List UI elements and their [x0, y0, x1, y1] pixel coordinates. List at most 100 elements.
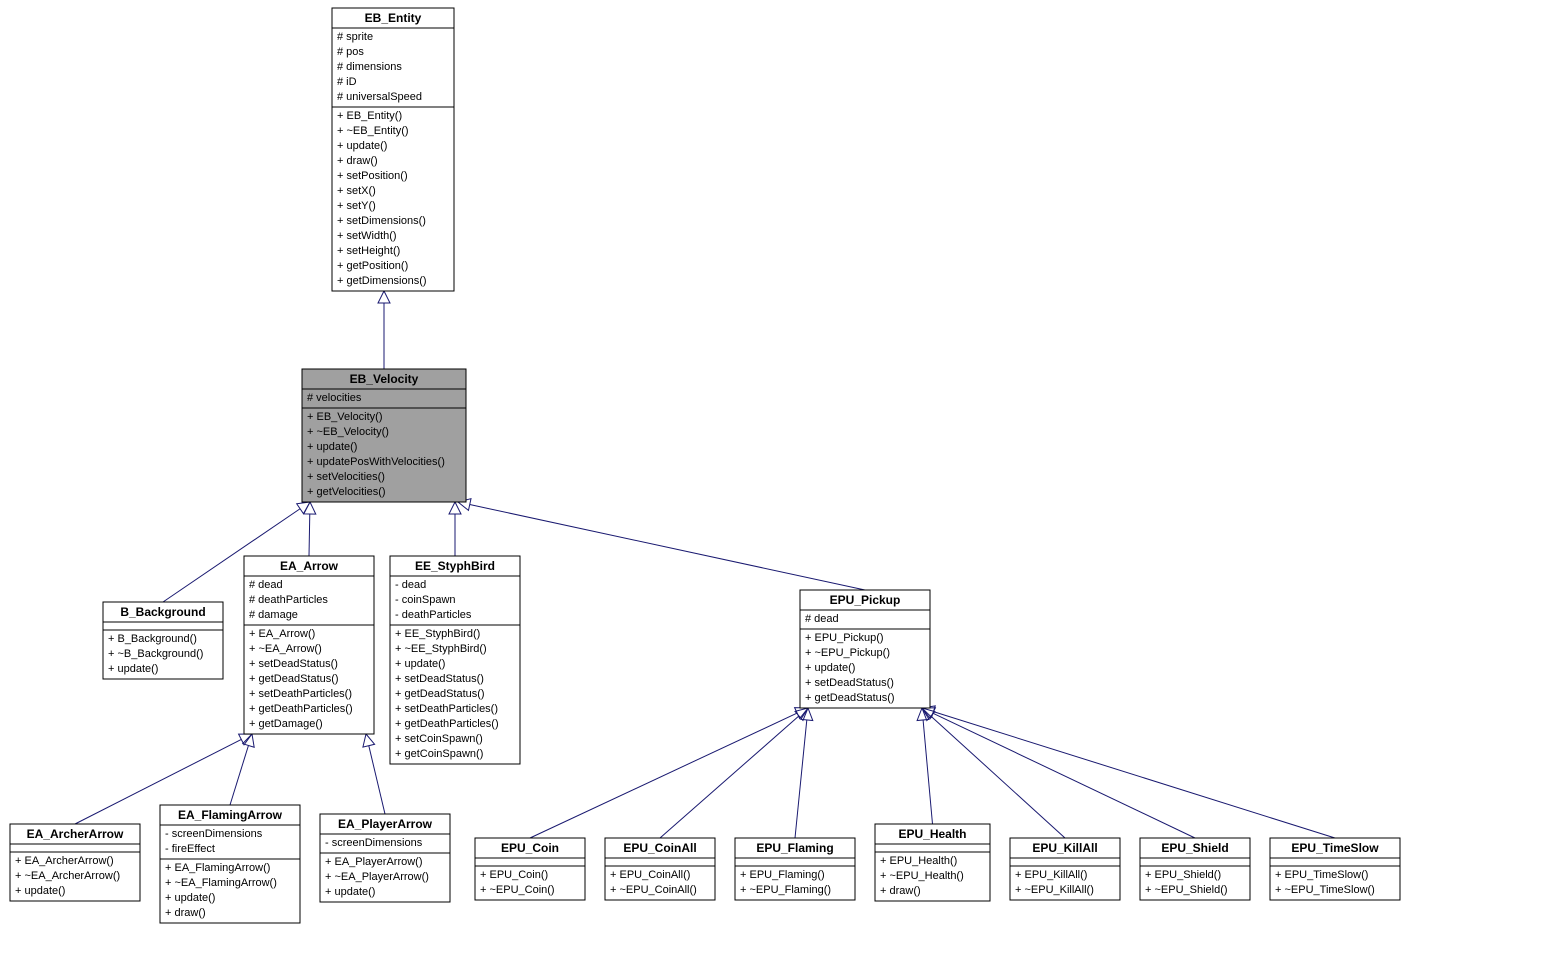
class-member: + getDimensions() [337, 275, 427, 287]
class-member: + getDeadStatus() [395, 688, 485, 700]
class-member: + EPU_CoinAll() [610, 869, 690, 881]
class-member: - fireEffect [165, 843, 215, 855]
class-title: EA_ArcherArrow [27, 827, 124, 841]
class-member: + EB_Velocity() [307, 411, 383, 423]
class-member: + EPU_KillAll() [1015, 869, 1087, 881]
class-member: + setDeadStatus() [395, 673, 484, 685]
class-title: EA_Arrow [280, 559, 339, 573]
class-member: + draw() [880, 885, 921, 897]
class-member: + updatePosWithVelocities() [307, 456, 445, 468]
class-member: + B_Background() [108, 633, 197, 645]
class-title: EB_Entity [365, 11, 422, 25]
class-member: + update() [805, 662, 855, 674]
uml-class-EE_StyphBird: EE_StyphBird- dead- coinSpawn- deathPart… [390, 556, 520, 764]
class-member: + setVelocities() [307, 471, 385, 483]
inheritance-edge [923, 720, 932, 824]
class-title: EA_FlamingArrow [178, 808, 283, 822]
class-member: # velocities [307, 392, 362, 404]
class-member: + setDeadStatus() [805, 677, 894, 689]
inheritance-edge [309, 514, 310, 556]
class-member: # deathParticles [249, 594, 328, 606]
class-member: + ~EPU_KillAll() [1015, 884, 1094, 896]
class-member: + EA_ArcherArrow() [15, 855, 114, 867]
uml-class-EPU_TimeSlow: EPU_TimeSlow+ EPU_TimeSlow()+ ~EPU_TimeS… [1270, 838, 1400, 900]
uml-class-diagram: EB_Entity# sprite# pos# dimensions# iD# … [0, 0, 1542, 963]
class-member: - coinSpawn [395, 594, 456, 606]
inheritance-arrowhead [449, 502, 461, 514]
inheritance-edge [470, 505, 865, 590]
class-member: + ~EPU_Flaming() [740, 884, 831, 896]
class-member: + update() [325, 886, 375, 898]
uml-class-EPU_Pickup: EPU_Pickup# dead+ EPU_Pickup()+ ~EPU_Pic… [800, 590, 930, 708]
class-member: # iD [337, 76, 357, 88]
class-member: + ~B_Background() [108, 648, 203, 660]
class-member: # pos [337, 46, 364, 58]
inheritance-edge [660, 716, 799, 838]
class-member: + EB_Entity() [337, 110, 402, 122]
class-title: EB_Velocity [350, 372, 419, 386]
class-member: + draw() [337, 155, 378, 167]
class-member: + EPU_Pickup() [805, 632, 884, 644]
uml-class-EPU_Flaming: EPU_Flaming+ EPU_Flaming()+ ~EPU_Flaming… [735, 838, 855, 900]
inheritance-edge [795, 720, 807, 838]
uml-class-EPU_Health: EPU_Health + EPU_Health() + ~EPU_Health() +… [875, 824, 990, 901]
class-member: + getCoinSpawn() [395, 748, 483, 760]
class-member: + setWidth() [337, 230, 397, 242]
class-member: + ~EPU_Health() [880, 870, 964, 882]
uml-class-EB_Velocity: EB_Velocity # velocities + EB_Velocity() + … [302, 369, 466, 502]
class-title: EA_PlayerArrow [338, 817, 433, 831]
class-member: + getPosition() [337, 260, 408, 272]
inheritance-edge [230, 745, 248, 805]
class-member: + ~EB_Velocity() [307, 426, 389, 438]
class-title: EPU_Health [898, 827, 966, 841]
inheritance-edge [933, 713, 1195, 838]
class-member: - screenDimensions [325, 837, 423, 849]
class-member: - deathParticles [395, 609, 472, 621]
inheritance-edge [530, 713, 797, 838]
class-title: EPU_Flaming [756, 841, 833, 855]
class-member: + getDeathParticles() [249, 703, 353, 715]
uml-class-EA_PlayerArrow: EA_PlayerArrow- screenDimensions+ EA_Pla… [320, 814, 450, 902]
class-member: # dimensions [337, 61, 402, 73]
inheritance-arrowhead [243, 734, 254, 747]
class-title: EPU_KillAll [1032, 841, 1097, 855]
class-member: + ~EA_PlayerArrow() [325, 871, 429, 883]
inheritance-edge [931, 716, 1065, 838]
class-member: + ~EPU_TimeSlow() [1275, 884, 1375, 896]
class-title: B_Background [120, 605, 205, 619]
class-member: + getVelocities() [307, 486, 386, 498]
class-member: + ~EB_Entity() [337, 125, 409, 137]
class-member: # universalSpeed [337, 91, 422, 103]
class-member: + ~EPU_CoinAll() [610, 884, 697, 896]
uml-class-EPU_Shield: EPU_Shield+ EPU_Shield()+ ~EPU_Shield() [1140, 838, 1250, 900]
class-member: # dead [805, 613, 839, 625]
class-member: + setPosition() [337, 170, 408, 182]
class-member: + update() [307, 441, 357, 453]
class-member: + draw() [165, 907, 206, 919]
class-member: + setDeadStatus() [249, 658, 338, 670]
class-member: + ~EPU_Coin() [480, 884, 555, 896]
class-member: + EA_Arrow() [249, 628, 315, 640]
class-member: + getDeathParticles() [395, 718, 499, 730]
class-member: + update() [337, 140, 387, 152]
class-member: + ~EA_Arrow() [249, 643, 322, 655]
class-member: + ~EA_ArcherArrow() [15, 870, 120, 882]
class-member: + getDamage() [249, 718, 323, 730]
class-member: + EPU_TimeSlow() [1275, 869, 1368, 881]
uml-class-B_Background: B_Background + B_Background() + ~B_Backgro… [103, 602, 223, 679]
class-member: - screenDimensions [165, 828, 263, 840]
class-member: - dead [395, 579, 426, 591]
class-title: EPU_CoinAll [623, 841, 696, 855]
class-member: + setDeathParticles() [395, 703, 498, 715]
class-member: # damage [249, 609, 298, 621]
class-member: + ~EPU_Pickup() [805, 647, 890, 659]
uml-class-EA_ArcherArrow: EA_ArcherArrow + EA_ArcherArrow() + ~EA_Ar… [10, 824, 140, 901]
class-member: + EPU_Health() [880, 855, 957, 867]
class-member: + setDeathParticles() [249, 688, 352, 700]
class-member: + EE_StyphBird() [395, 628, 480, 640]
class-member: + ~EPU_Shield() [1145, 884, 1228, 896]
class-member: + setY() [337, 200, 376, 212]
class-member: + EPU_Coin() [480, 869, 548, 881]
class-member: + EA_FlamingArrow() [165, 862, 270, 874]
uml-class-EPU_CoinAll: EPU_CoinAll + EPU_CoinAll() + ~EPU_CoinAll… [605, 838, 715, 900]
